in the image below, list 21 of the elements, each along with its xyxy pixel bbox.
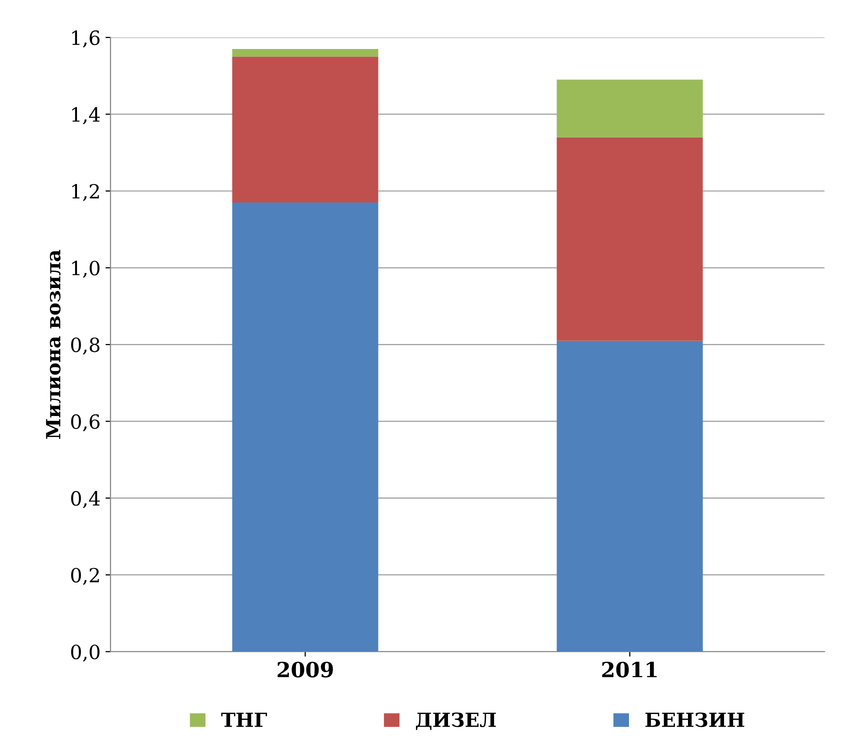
y-tick-label: 0,4 bbox=[71, 491, 100, 508]
legend-label: ТНГ bbox=[221, 712, 268, 727]
x-tick-label: 2011 bbox=[602, 662, 657, 678]
y-axis-title: Милиона возила bbox=[46, 250, 61, 439]
x-tick-label: 2009 bbox=[278, 662, 333, 678]
bar bbox=[556, 340, 703, 652]
bar bbox=[556, 80, 703, 138]
y-tick-label: 1,0 bbox=[72, 260, 100, 278]
y-tick-label: 1,4 bbox=[72, 107, 100, 124]
y-tick-label: 1,6 bbox=[72, 30, 100, 48]
bar bbox=[232, 202, 378, 652]
legend-label: ДИЗЕЛ bbox=[416, 712, 496, 730]
y-tick-label: 0,2 bbox=[71, 568, 99, 585]
y-tick-label: 0,8 bbox=[71, 337, 100, 355]
y-tick-label: 1,2 bbox=[72, 184, 99, 202]
bar bbox=[232, 56, 378, 203]
legend-label: БЕНЗИН bbox=[645, 712, 744, 728]
bar bbox=[556, 137, 703, 341]
y-tick-label: 0,6 bbox=[71, 414, 100, 432]
bar bbox=[232, 48, 378, 57]
y-tick-label: 0,0 bbox=[71, 644, 100, 662]
